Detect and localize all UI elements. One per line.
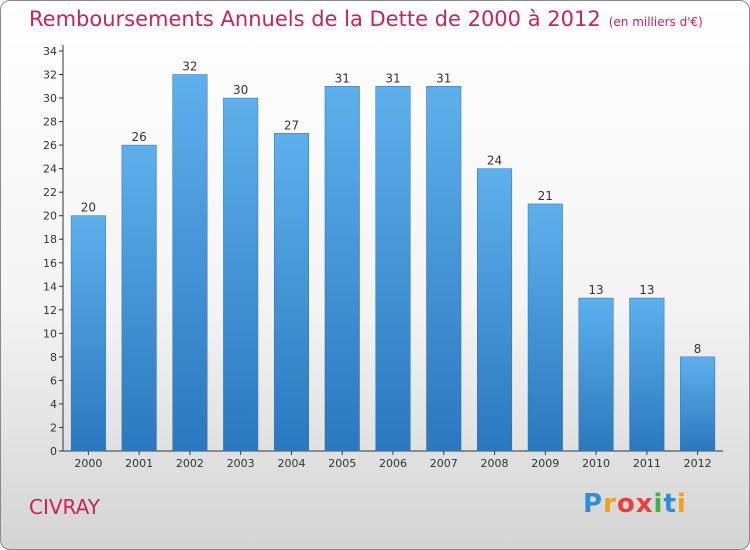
bar [629, 297, 665, 452]
place-name: CIVRAY [29, 495, 100, 519]
y-tick-label: 0 [50, 445, 57, 458]
bar [172, 74, 208, 452]
data-label: 13 [639, 283, 654, 297]
bar [70, 215, 106, 452]
y-tick-label: 10 [43, 327, 57, 340]
x-tick-label: 2012 [684, 457, 712, 470]
data-label: 26 [132, 130, 147, 144]
y-tick-label: 30 [43, 92, 57, 105]
y-tick-label: 16 [43, 257, 57, 270]
title-text: Remboursements Annuels de la Dette de 20… [29, 7, 601, 31]
x-tick-label: 2009 [531, 457, 559, 470]
data-label: 31 [335, 71, 350, 85]
logo-letter: r [603, 489, 617, 519]
bar [121, 144, 157, 452]
data-label: 20 [81, 201, 96, 215]
data-label: 24 [487, 154, 502, 168]
bar [324, 86, 360, 452]
chart-bars [70, 74, 716, 452]
logo-letter: t [663, 489, 677, 519]
x-tick-label: 2002 [176, 457, 204, 470]
y-tick-label: 28 [43, 116, 57, 129]
data-label: 21 [538, 189, 553, 203]
bar [527, 203, 563, 452]
bar [273, 133, 309, 452]
data-label: 31 [436, 71, 451, 85]
x-tick-label: 2000 [74, 457, 102, 470]
data-label: 32 [182, 60, 197, 74]
logo-letter: x [635, 489, 654, 519]
x-tick-label: 2005 [328, 457, 356, 470]
x-tick-label: 2006 [379, 457, 407, 470]
bar [680, 356, 716, 452]
y-tick-label: 20 [43, 210, 57, 223]
y-tick-label: 12 [43, 304, 57, 317]
y-tick-label: 4 [50, 398, 57, 411]
logo-letter: i [676, 489, 687, 519]
chart-title: Remboursements Annuels de la Dette de 20… [29, 7, 703, 31]
bar [223, 97, 259, 452]
data-label: 13 [588, 283, 603, 297]
y-tick-label: 6 [50, 374, 57, 387]
x-tick-label: 2011 [633, 457, 661, 470]
chart-subtitle: (en milliers d'€) [608, 15, 703, 29]
y-tick-label: 34 [43, 45, 57, 58]
chart-labels: 2000 20 2001 26 2002 32 2003 30 2004 27 2005 31 2006… [74, 60, 711, 470]
logo-letter: i [653, 489, 664, 519]
x-tick-label: 2003 [227, 457, 255, 470]
x-tick-label: 2001 [125, 457, 153, 470]
x-tick-label: 2008 [481, 457, 509, 470]
y-tick-label: 8 [50, 351, 57, 364]
bar [477, 168, 513, 452]
y-tick-label: 2 [50, 421, 57, 434]
bar [375, 86, 411, 452]
logo-letter: o [616, 489, 636, 519]
y-tick-label: 24 [43, 163, 57, 176]
data-label: 31 [385, 71, 400, 85]
x-tick-label: 2004 [277, 457, 305, 470]
y-tick-label: 14 [43, 280, 57, 293]
x-tick-label: 2010 [582, 457, 610, 470]
bar [426, 86, 462, 452]
y-tick-label: 26 [43, 139, 57, 152]
data-label: 27 [284, 118, 299, 132]
data-label: 30 [233, 83, 248, 97]
y-tick-label: 32 [43, 69, 57, 82]
proxiti-logo: Proxiti [583, 489, 687, 519]
y-tick-label: 22 [43, 186, 57, 199]
bar [578, 297, 614, 452]
x-tick-label: 2007 [430, 457, 458, 470]
y-tick-label: 18 [43, 233, 57, 246]
data-label: 8 [694, 342, 702, 356]
logo-letter: P [583, 489, 604, 519]
